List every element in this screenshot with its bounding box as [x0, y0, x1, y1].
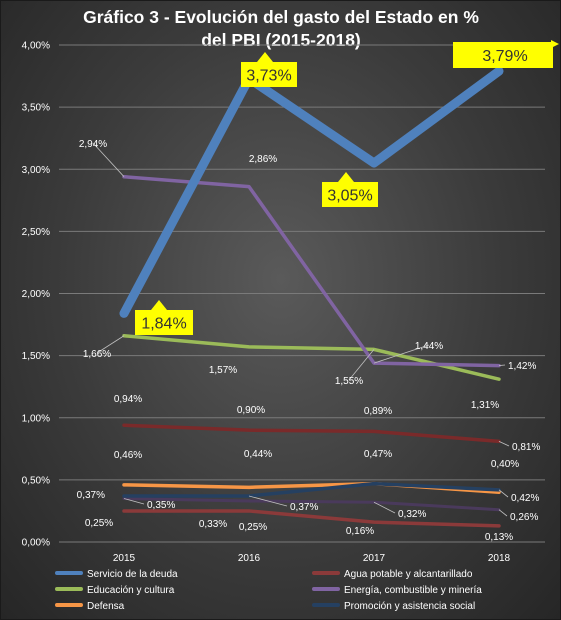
data-label: 0,37% — [290, 502, 318, 513]
data-labels: 2,94% 2,86% 1,44% 1,42% 1,66% 1,57% 1,55% 1,31%… — [77, 139, 541, 543]
data-label: 0,42% — [511, 493, 539, 504]
chart-title-line-1: Gráfico 3 - Evolución del gasto del Esta… — [83, 7, 479, 27]
data-label: 0,90% — [237, 405, 265, 416]
y-tick-label: 3,50% — [22, 103, 50, 114]
data-label: 0,26% — [510, 512, 538, 523]
data-label: 1,42% — [508, 361, 536, 372]
data-label: 2,94% — [79, 139, 107, 150]
series-lines — [119, 66, 504, 528]
chart-title-line-2: del PBI (2015-2018) — [201, 30, 361, 50]
label-leader — [373, 501, 396, 514]
label-leader — [96, 335, 125, 354]
series-line-5 — [122, 481, 501, 498]
callout-box — [453, 42, 553, 68]
data-label: 0,89% — [364, 406, 392, 417]
label-leader — [498, 489, 509, 498]
x-tick-label: 2018 — [488, 553, 511, 564]
callout-box — [241, 62, 297, 87]
data-label: 1,44% — [415, 341, 443, 352]
data-label: 1,55% — [335, 376, 363, 387]
legend-label: Agua potable y alcantarillado — [344, 569, 473, 580]
data-label: 0,16% — [346, 526, 374, 537]
data-label: 1,66% — [83, 349, 111, 360]
chart-title: Gráfico 3 - Evolución del gasto del Esta… — [83, 7, 479, 50]
series-line-6 — [122, 497, 501, 512]
data-label: 0,13% — [485, 532, 513, 543]
series-line-0 — [119, 66, 504, 318]
series-line-7 — [122, 423, 501, 444]
label-leader — [373, 344, 430, 364]
data-label: 2,86% — [249, 154, 277, 165]
callout-box — [322, 182, 378, 207]
callout-label: 1,84% — [141, 316, 186, 333]
data-label: 0,40% — [491, 459, 519, 470]
data-label: 0,94% — [114, 394, 142, 405]
grid — [59, 44, 545, 543]
label-leader — [498, 509, 508, 517]
callout-box — [135, 310, 193, 335]
data-label: 0,33% — [199, 519, 227, 530]
legend-label: Energía, combustible y minería — [344, 585, 482, 596]
callout-label: 3,05% — [327, 188, 372, 205]
callout-label: 3,79% — [482, 48, 527, 65]
label-leader — [348, 349, 375, 381]
x-tick-label: 2015 — [113, 553, 136, 564]
data-label: 1,57% — [209, 365, 237, 376]
legend-label: Educación y cultura — [87, 585, 175, 596]
series-line-1 — [122, 509, 501, 528]
data-label: 0,46% — [114, 450, 142, 461]
x-axis-ticks: 2015 2016 2017 2018 — [113, 553, 511, 564]
y-tick-label: 4,00% — [22, 41, 50, 52]
callout-label: 3,73% — [246, 68, 291, 85]
data-label: 0,32% — [398, 509, 426, 520]
y-tick-label: 3,00% — [22, 165, 50, 176]
highlight-callouts: 1,84% 3,73% 3,05% 3,79% — [135, 40, 559, 335]
y-tick-label: 0,00% — [22, 538, 50, 549]
callout-arrow-stem — [155, 306, 163, 312]
label-leader — [92, 142, 125, 177]
series-line-3 — [122, 174, 501, 368]
callout-arrow — [551, 40, 559, 48]
label-leader — [248, 495, 288, 507]
legend-label: Defensa — [87, 601, 125, 612]
callout-arrow-stem — [261, 58, 269, 64]
data-label: 0,81% — [512, 442, 540, 453]
data-label: 0,25% — [85, 518, 113, 529]
data-label: 1,31% — [471, 400, 499, 411]
label-leader — [123, 498, 145, 505]
callout-arrow-stem — [342, 178, 350, 184]
label-leader — [498, 364, 506, 366]
data-label: 0,25% — [239, 522, 267, 533]
data-label: 0,47% — [364, 449, 392, 460]
data-label: 0,37% — [77, 490, 105, 501]
y-tick-label: 1,50% — [22, 351, 50, 362]
y-tick-label: 1,00% — [22, 413, 50, 424]
data-label: 0,35% — [147, 500, 175, 511]
y-tick-label: 2,00% — [22, 289, 50, 300]
x-tick-label: 2016 — [238, 553, 261, 564]
legend: Servicio de la deuda Agua potable y alcan… — [55, 569, 482, 612]
label-leader — [498, 440, 510, 447]
x-tick-label: 2017 — [363, 553, 386, 564]
y-axis-ticks: 0,00% 0,50% 1,00% 1,50% 2,00% 2,50% 3,00% 3,50%… — [22, 41, 50, 549]
y-tick-label: 0,50% — [22, 475, 50, 486]
y-tick-label: 2,50% — [22, 227, 50, 238]
data-label: 0,44% — [244, 449, 272, 460]
legend-label: Servicio de la deuda — [87, 569, 178, 580]
legend-label: Promoción y asistencia social — [344, 601, 475, 612]
